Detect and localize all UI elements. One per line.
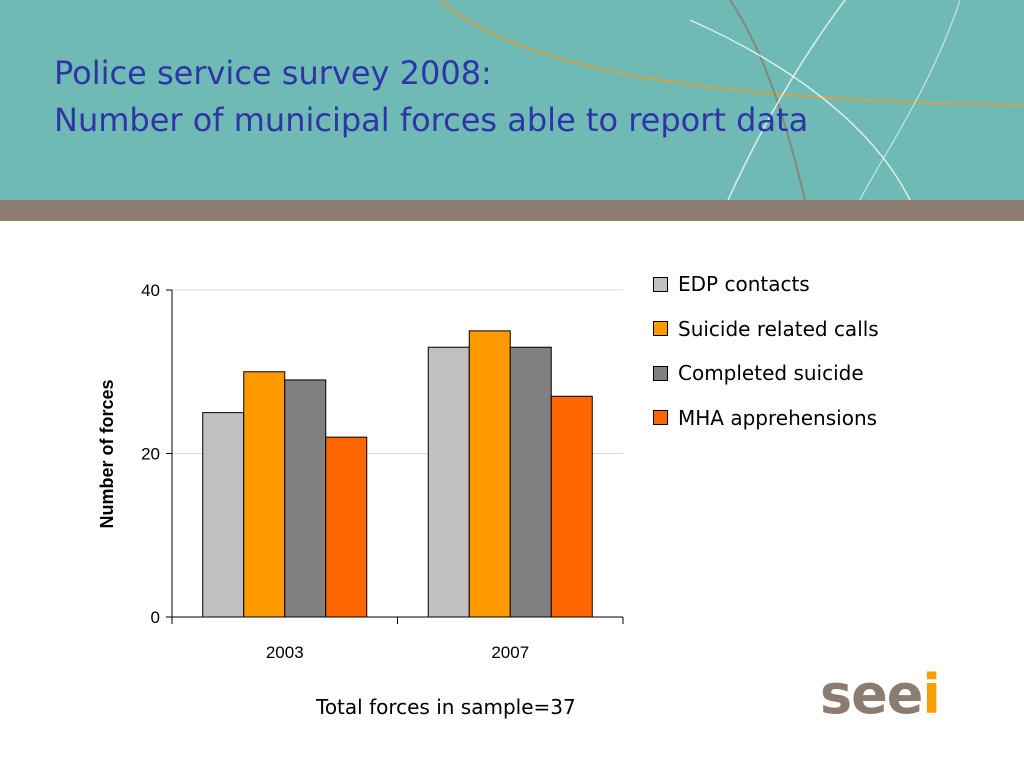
- bar-suicide-related-calls-2003: [243, 371, 286, 618]
- slide-title: Police service survey 2008: Number of mu…: [54, 50, 808, 144]
- decorative-curves: [439, 0, 1024, 200]
- legend-swatch: [653, 365, 668, 381]
- legend-item: Completed suicide: [653, 351, 879, 396]
- legend-label: EDP contacts: [678, 272, 810, 297]
- chart-bars: [202, 330, 593, 618]
- x-tick-label: 2007: [491, 643, 529, 662]
- title-line-2: Number of municipal forces able to repor…: [54, 101, 809, 139]
- legend-item: EDP contacts: [653, 262, 879, 307]
- title-line-1: Police service survey 2008:: [54, 54, 492, 92]
- y-tick-label: 40: [141, 281, 160, 300]
- seei-logo: seei: [820, 663, 941, 726]
- x-tick-labels: 2003 2007: [266, 643, 529, 662]
- legend-swatch: [653, 321, 668, 337]
- logo-text-main: see: [820, 663, 923, 726]
- legend-label: Completed suicide: [678, 361, 864, 386]
- legend-label: Suicide related calls: [678, 316, 879, 341]
- y-axis-label: Number of forces: [97, 379, 117, 528]
- bar-mha-apprehensions-2003: [325, 436, 368, 618]
- bar-completed-suicide-2003: [284, 379, 327, 618]
- y-tick-labels: 0 20 40: [141, 281, 160, 627]
- header-band: [0, 200, 1024, 221]
- sample-size-note: Total forces in sample=37: [316, 695, 576, 719]
- legend-label: MHA apprehensions: [678, 405, 878, 430]
- bar-suicide-related-calls-2007: [468, 330, 511, 618]
- logo-text-accent: i: [922, 663, 940, 726]
- bar-mha-apprehensions-2007: [550, 395, 593, 618]
- y-tick-label: 20: [141, 445, 160, 464]
- bar-edp-contacts-2003: [202, 412, 245, 618]
- chart-axes: [166, 289, 624, 624]
- y-tick-label: 0: [151, 608, 160, 627]
- bar-edp-contacts-2007: [427, 346, 470, 618]
- bar-completed-suicide-2007: [509, 346, 552, 618]
- legend-item: MHA apprehensions: [653, 396, 879, 441]
- chart-legend: EDP contacts Suicide related calls Complet…: [653, 262, 879, 440]
- slide-header: Police service survey 2008: Number of mu…: [0, 0, 1024, 200]
- legend-swatch: [653, 276, 668, 292]
- x-tick-label: 2003: [266, 643, 304, 662]
- legend-item: Suicide related calls: [653, 307, 879, 352]
- legend-swatch: [653, 410, 668, 426]
- bar-chart: 0 20 40 2003 2007 Number of forces: [97, 281, 624, 662]
